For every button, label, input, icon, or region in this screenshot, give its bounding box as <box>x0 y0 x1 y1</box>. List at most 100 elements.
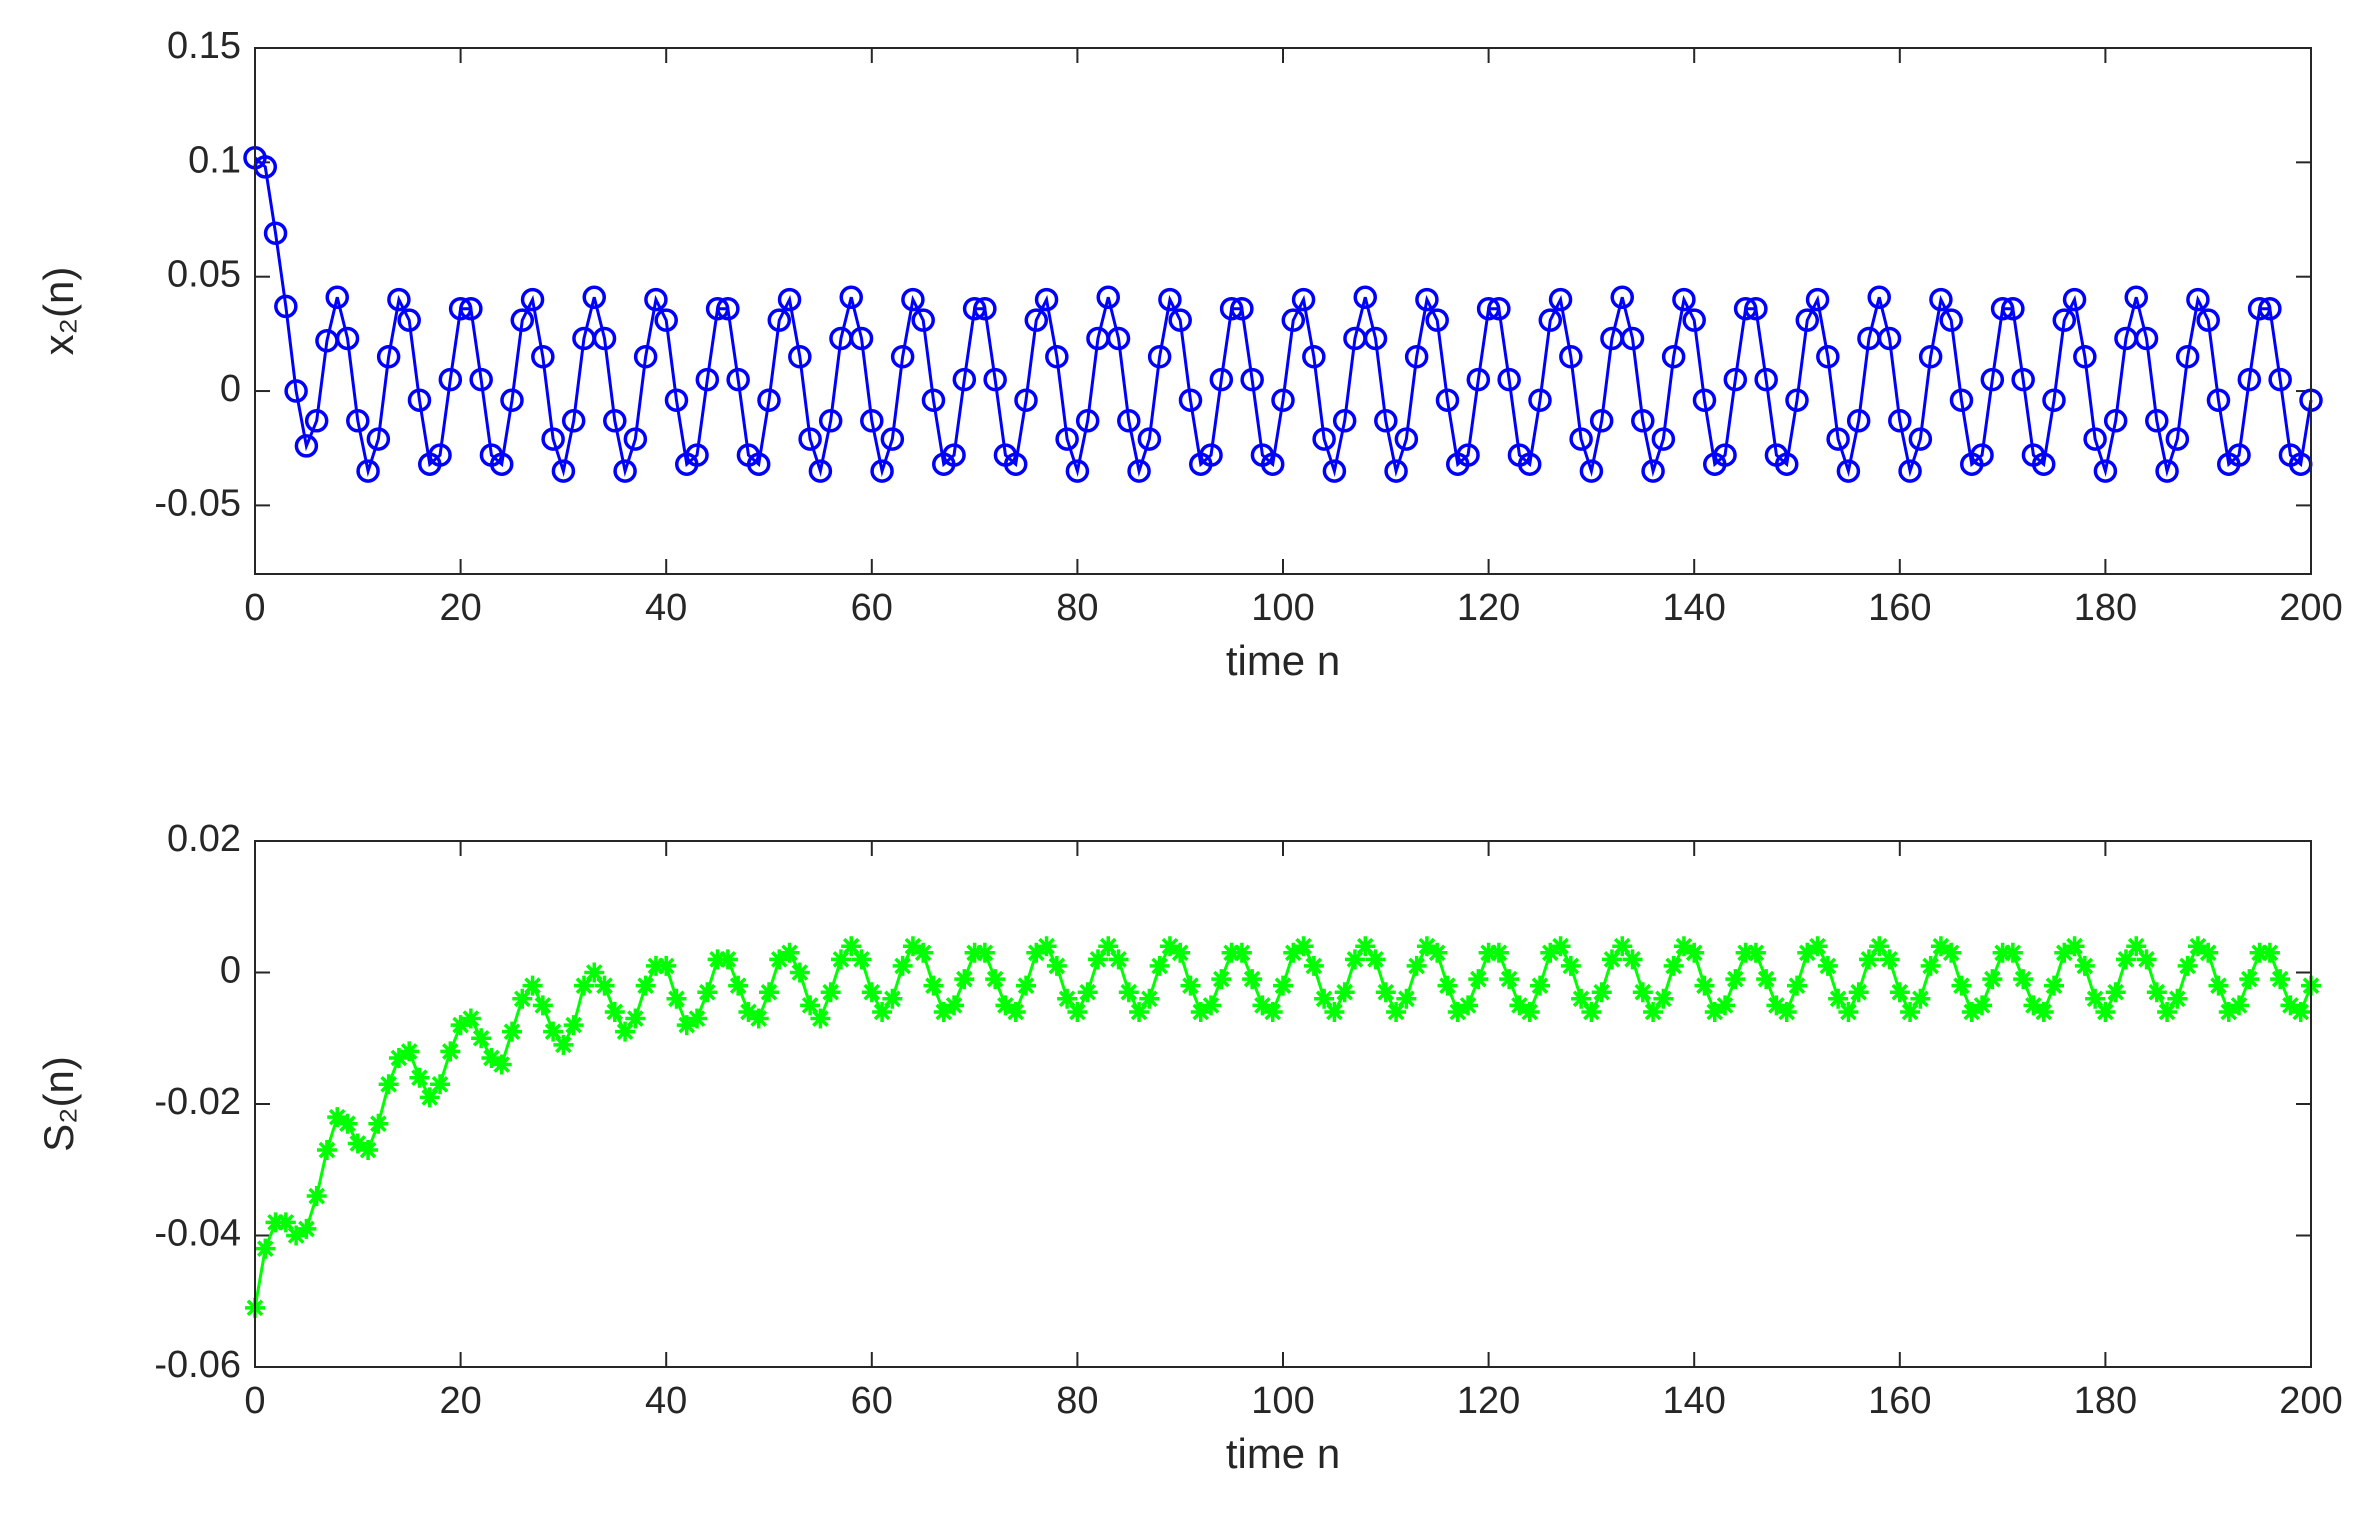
circle-marker <box>2227 443 2251 467</box>
circle-marker <box>644 287 668 312</box>
circle-marker <box>325 285 349 310</box>
circle-marker <box>1209 367 1234 392</box>
star-marker <box>1941 942 1962 963</box>
star-marker <box>1643 1001 1664 1022</box>
star-marker <box>1355 936 1376 957</box>
star-marker <box>964 942 985 963</box>
star-marker <box>954 969 975 990</box>
series <box>245 936 2321 1318</box>
star-marker <box>913 942 934 963</box>
star-marker <box>460 1008 481 1029</box>
star-marker <box>1540 942 1561 963</box>
star-marker <box>1673 936 1694 957</box>
circle-marker <box>2134 326 2159 351</box>
star-marker <box>1036 936 1057 957</box>
circle-marker <box>438 367 463 392</box>
circle-marker <box>448 296 473 321</box>
circle-marker <box>1055 427 1079 451</box>
circle-marker <box>1096 285 1120 310</box>
circle-marker <box>705 296 730 321</box>
circle-marker <box>1075 409 1100 433</box>
star-marker <box>378 1074 399 1095</box>
circle-marker <box>1641 459 1665 483</box>
circle-marker <box>387 287 411 312</box>
star-marker <box>1612 936 1633 957</box>
circle-marker <box>459 296 483 321</box>
star-marker <box>902 936 923 957</box>
circle-marker <box>2155 459 2179 483</box>
star-marker <box>615 1021 636 1042</box>
circle-marker <box>1579 459 1604 483</box>
circle-marker <box>983 367 1007 392</box>
star-marker <box>1756 969 1777 990</box>
star-marker <box>779 942 800 963</box>
star-marker <box>995 995 1016 1016</box>
circle-marker <box>1271 388 1295 412</box>
star-marker <box>1653 988 1674 1009</box>
axes-box <box>254 47 2312 575</box>
star-marker <box>2095 1001 2116 1022</box>
circle-marker <box>469 367 493 392</box>
circle-marker <box>1302 344 1326 369</box>
circle-marker <box>664 388 689 412</box>
x-tick-label: 80 <box>1056 587 1098 629</box>
circle-marker <box>1322 459 1347 483</box>
star-marker <box>1221 942 1242 963</box>
star-marker <box>1252 995 1273 1016</box>
circle-marker <box>1949 388 1974 412</box>
circle-marker <box>1487 296 1511 321</box>
star-marker <box>1427 942 1448 963</box>
star-marker <box>1982 969 2003 990</box>
y-tick-label: 0 <box>220 950 241 992</box>
star-marker <box>923 975 944 996</box>
star-marker <box>1509 995 1530 1016</box>
star-marker <box>2074 955 2095 976</box>
star-marker <box>1550 936 1571 957</box>
star-marker <box>635 975 656 996</box>
circle-marker <box>1888 409 1912 433</box>
circle-marker <box>1435 388 1460 412</box>
circle-marker <box>2175 344 2200 369</box>
circle-marker <box>1281 308 1306 332</box>
star-marker <box>296 1218 317 1239</box>
y-tick-label: -0.06 <box>154 1344 241 1386</box>
star-marker <box>1910 988 1931 1009</box>
star-marker <box>1807 936 1828 957</box>
star-marker <box>594 975 615 996</box>
circle-marker <box>1816 344 1840 369</box>
star-marker <box>810 1008 831 1029</box>
star-marker <box>1458 995 1479 1016</box>
circle-marker <box>346 409 370 433</box>
circle-marker <box>397 308 421 332</box>
x-tick-label: 60 <box>851 587 893 629</box>
star-marker <box>1591 982 1612 1003</box>
star-marker <box>2033 1001 2054 1022</box>
circle-marker <box>623 427 648 451</box>
star-marker <box>2085 988 2106 1009</box>
circle-marker <box>335 326 360 351</box>
circle-marker <box>551 459 576 483</box>
x-tick-label: 20 <box>439 587 481 629</box>
circle-marker <box>633 344 658 369</box>
star-marker <box>769 949 790 970</box>
star-marker <box>265 1212 286 1233</box>
x-tick-label: 160 <box>1868 1380 1931 1422</box>
x-tick-label: 160 <box>1868 587 1931 629</box>
star-marker <box>841 936 862 957</box>
star-marker <box>563 1015 584 1036</box>
circle-marker <box>1476 296 1501 321</box>
star-marker <box>2054 942 2075 963</box>
star-marker <box>687 1008 708 1029</box>
star-marker <box>1581 1001 1602 1022</box>
star-marker <box>2208 975 2229 996</box>
circle-marker <box>1219 296 1244 321</box>
series <box>243 146 2323 483</box>
star-marker <box>676 1015 697 1036</box>
star-marker <box>738 1001 759 1022</box>
star-marker <box>728 975 749 996</box>
star-marker <box>2198 942 2219 963</box>
circle-marker <box>1178 388 1203 412</box>
circle-marker <box>1970 443 1994 467</box>
star-marker <box>707 949 728 970</box>
x-axis-label: time n <box>1226 1430 1340 1477</box>
